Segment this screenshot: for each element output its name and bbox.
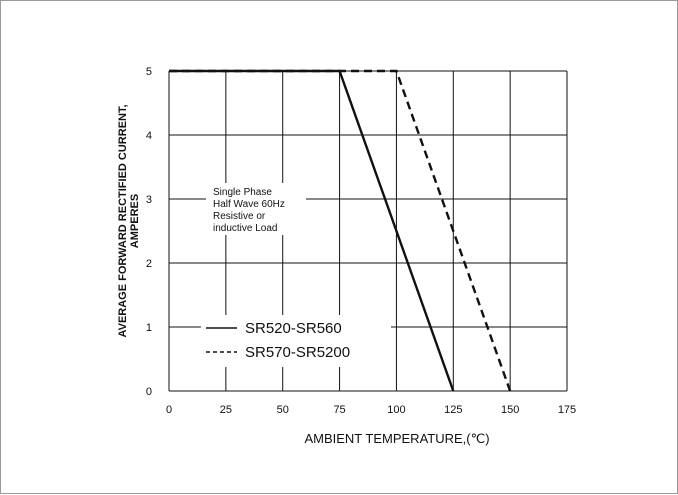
legend-label-1: SR570-SR5200 xyxy=(245,344,350,361)
x-tick-label: 0 xyxy=(166,404,172,416)
note-line: Resistive or xyxy=(213,211,266,222)
note-line: Single Phase xyxy=(213,187,272,198)
x-axis-title: AMBIENT TEMPERATURE,(℃) xyxy=(304,431,489,446)
note-line: Half Wave 60Hz xyxy=(213,199,285,210)
x-tick-label: 25 xyxy=(220,404,232,416)
x-tick-label: 125 xyxy=(444,404,462,416)
y-tick-label: 1 xyxy=(146,322,152,334)
y-tick-label: 0 xyxy=(146,386,152,398)
note-line: inductive Load xyxy=(213,223,278,234)
x-tick-label: 175 xyxy=(558,404,576,416)
y-tick-label: 4 xyxy=(146,130,152,142)
y-axis-title-line-2: AMPERES xyxy=(129,194,141,248)
note-background xyxy=(206,183,306,235)
x-tick-label: 150 xyxy=(501,404,519,416)
legend: SR520-SR560 SR570-SR5200 xyxy=(201,315,391,367)
x-tick-label: 75 xyxy=(333,404,345,416)
y-tick-label: 2 xyxy=(146,258,152,270)
y-tick-label: 3 xyxy=(146,194,152,206)
legend-background xyxy=(201,315,391,367)
y-axis-title-line-1: AVERAGE FORWARD RECTIFIED CURRENT, xyxy=(117,104,129,337)
y-tick-label: 5 xyxy=(146,66,152,78)
legend-label-0: SR520-SR560 xyxy=(245,320,342,337)
series-line-1 xyxy=(169,69,512,392)
x-tick-label: 100 xyxy=(387,404,405,416)
x-tick-label: 50 xyxy=(277,404,289,416)
